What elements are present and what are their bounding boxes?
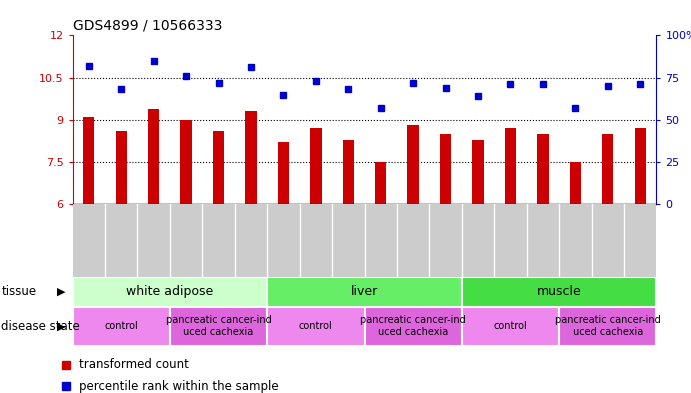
Text: pancreatic cancer-ind
uced cachexia: pancreatic cancer-ind uced cachexia [166,316,272,337]
Text: liver: liver [351,285,378,298]
Bar [73,277,267,307]
Text: transformed count: transformed count [79,358,189,371]
Bar [180,120,192,204]
Text: pancreatic cancer-ind
uced cachexia: pancreatic cancer-ind uced cachexia [555,316,661,337]
Bar [505,129,516,204]
Bar [462,307,559,346]
Text: control: control [104,321,138,331]
Text: ▶: ▶ [57,321,66,331]
Text: muscle: muscle [537,285,582,298]
Bar [73,307,170,346]
Bar [170,307,267,346]
Bar [83,117,95,204]
Bar [602,134,614,204]
Text: percentile rank within the sample: percentile rank within the sample [79,380,279,393]
Bar [375,162,386,204]
Text: white adipose: white adipose [126,285,214,298]
Bar [364,307,462,346]
Bar [310,129,321,204]
Bar [245,112,256,204]
Bar [634,129,646,204]
Text: disease state: disease state [1,320,80,333]
Bar [343,140,354,204]
Text: pancreatic cancer-ind
uced cachexia: pancreatic cancer-ind uced cachexia [360,316,466,337]
Bar [569,162,581,204]
Bar [267,277,462,307]
Text: control: control [493,321,527,331]
Text: ▶: ▶ [57,287,66,297]
Text: tissue: tissue [1,285,37,298]
Bar [462,277,656,307]
Bar [148,108,160,204]
Bar [267,307,364,346]
Bar [473,140,484,204]
Text: control: control [299,321,333,331]
Bar [440,134,451,204]
Bar [213,131,224,204]
Text: GDS4899 / 10566333: GDS4899 / 10566333 [73,19,222,33]
Bar [408,125,419,204]
Bar [115,131,127,204]
Bar [559,307,656,346]
Bar [278,142,289,204]
Bar [537,134,549,204]
